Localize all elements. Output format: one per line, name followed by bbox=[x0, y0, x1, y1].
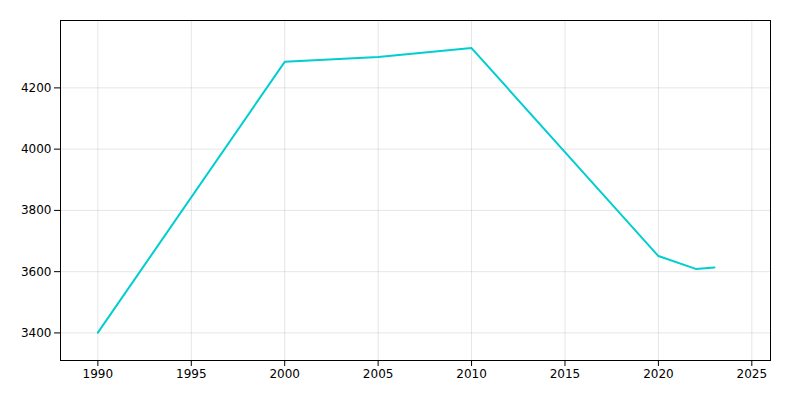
svg-text:4000: 4000 bbox=[21, 142, 52, 156]
svg-text:3800: 3800 bbox=[21, 203, 52, 217]
svg-text:2025: 2025 bbox=[737, 367, 768, 381]
svg-text:2020: 2020 bbox=[643, 367, 674, 381]
svg-text:1990: 1990 bbox=[83, 367, 114, 381]
svg-text:3400: 3400 bbox=[21, 326, 52, 340]
svg-text:2015: 2015 bbox=[550, 367, 581, 381]
svg-text:3600: 3600 bbox=[21, 265, 52, 279]
svg-text:2005: 2005 bbox=[363, 367, 394, 381]
svg-text:1995: 1995 bbox=[176, 367, 207, 381]
svg-text:2000: 2000 bbox=[269, 367, 300, 381]
svg-text:4200: 4200 bbox=[21, 81, 52, 95]
svg-text:2010: 2010 bbox=[456, 367, 487, 381]
